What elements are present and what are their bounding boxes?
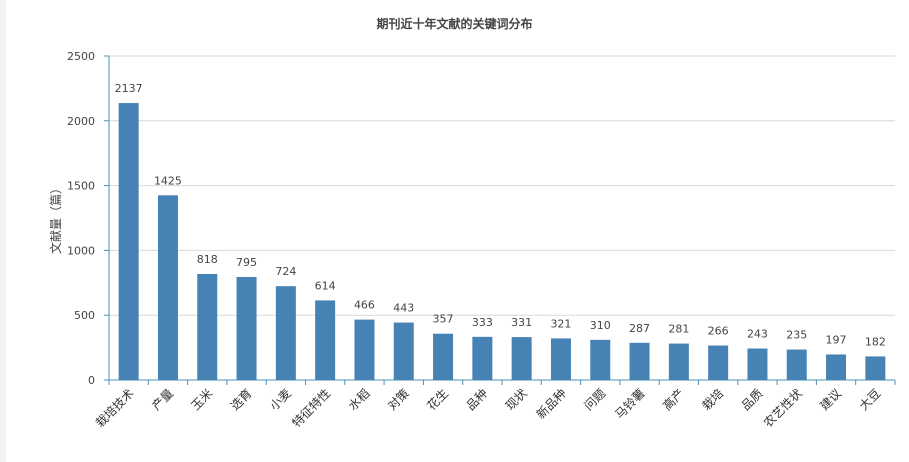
x-tick-label: 花生	[424, 386, 452, 414]
x-tick-label: 特征特性	[289, 386, 334, 431]
x-tick-label: 小麦	[267, 386, 294, 413]
data-label: 443	[393, 302, 414, 315]
y-tick-label: 1000	[67, 244, 95, 257]
data-label: 310	[590, 319, 611, 332]
bar[interactable]	[786, 349, 807, 380]
grid-layer	[109, 55, 895, 316]
x-tick-label: 玉米	[188, 386, 215, 413]
x-tick-label: 栽培技术	[92, 386, 137, 431]
data-label: 724	[275, 265, 296, 278]
bar[interactable]	[236, 276, 257, 380]
x-tick-label: 建议	[817, 386, 844, 413]
bar[interactable]	[354, 319, 375, 380]
bar[interactable]	[550, 338, 571, 380]
data-label: 281	[668, 323, 689, 336]
x-tick-label: 选育	[227, 386, 255, 414]
bar[interactable]	[197, 273, 218, 380]
bar[interactable]	[118, 103, 139, 380]
data-label: 818	[197, 253, 218, 266]
data-label: 321	[550, 317, 571, 330]
y-tick-label: 1500	[67, 180, 95, 193]
data-label: 235	[786, 329, 807, 342]
x-tick-label: 马铃薯	[612, 386, 648, 422]
bar[interactable]	[433, 333, 454, 380]
data-label: 266	[708, 325, 729, 338]
axis-layer: 0 500 1000 1500 2000 2500	[67, 50, 896, 387]
left-edge-strip	[0, 0, 6, 462]
x-tick-label: 问题	[581, 386, 608, 413]
data-label: 331	[511, 316, 532, 329]
x-tick-label: 现状	[503, 386, 530, 413]
bar[interactable]	[668, 343, 689, 380]
bar[interactable]	[865, 356, 886, 380]
bar[interactable]	[393, 322, 414, 380]
data-label: 466	[354, 299, 375, 312]
x-tick-label: 栽培	[699, 386, 727, 414]
bar[interactable]	[157, 195, 178, 380]
y-axis-title: 文献量（篇）	[48, 182, 63, 254]
bar[interactable]	[275, 286, 296, 380]
y-tick-label: 2000	[67, 115, 95, 128]
bar-layer	[118, 103, 886, 380]
bar[interactable]	[472, 336, 493, 380]
data-label: 287	[629, 322, 650, 335]
data-label: 614	[315, 279, 336, 292]
data-label: 333	[472, 316, 493, 329]
data-label: 197	[826, 333, 847, 346]
y-tick-label: 0	[88, 374, 95, 387]
bar[interactable]	[315, 300, 336, 380]
bar[interactable]	[511, 337, 532, 380]
y-tick-label: 2500	[67, 50, 95, 63]
data-label: 795	[236, 256, 257, 269]
bar[interactable]	[826, 354, 847, 380]
x-tick-label: 高产	[659, 386, 687, 414]
data-label: 182	[865, 335, 886, 348]
x-tick-label: 大豆	[857, 386, 884, 413]
x-tick-label: 新品种	[533, 386, 569, 422]
data-label: 243	[747, 328, 768, 341]
x-tick-label: 品种	[464, 386, 491, 413]
bar[interactable]	[629, 342, 650, 380]
x-tick-label: 品质	[739, 386, 766, 413]
bar[interactable]	[708, 345, 729, 380]
data-label: 1425	[154, 174, 182, 187]
x-tick-label: 产量	[149, 386, 176, 413]
bar[interactable]	[590, 339, 611, 380]
x-tick-label: 水稻	[346, 386, 373, 413]
x-tick-label: 农艺性状	[761, 386, 805, 430]
chart-title: 期刊近十年文献的关键词分布	[376, 17, 533, 31]
y-tick-label: 500	[74, 309, 95, 322]
x-tick-label: 对策	[385, 386, 412, 413]
bar[interactable]	[747, 348, 768, 380]
data-label: 357	[433, 313, 454, 326]
data-label: 2137	[115, 82, 143, 95]
